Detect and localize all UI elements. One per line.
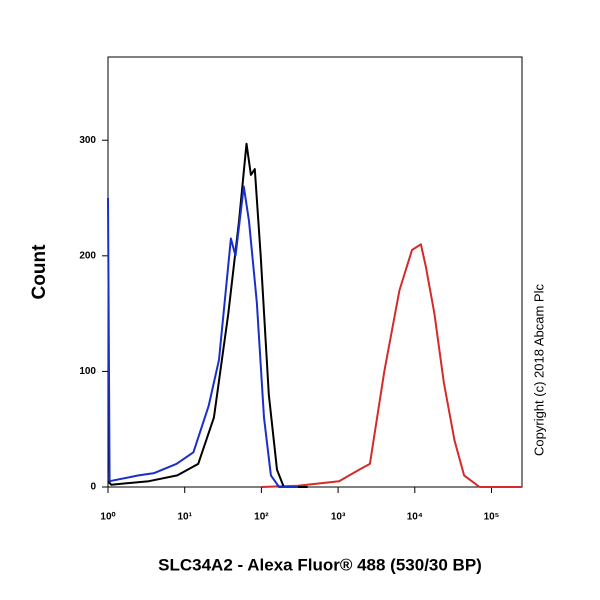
x-tick-label: 10³: [331, 512, 346, 523]
plot-frame: [107, 56, 523, 488]
histogram-line: [107, 185, 298, 488]
histogram-line: [107, 142, 308, 488]
y-axis-title: Count: [29, 244, 50, 300]
y-tick-label: 0: [90, 482, 96, 493]
histogram-line: [261, 243, 522, 488]
x-axis-title: SLC34A2 - Alexa Fluor® 488 (530/30 BP): [158, 555, 482, 574]
x-tick-label: 10⁵: [484, 512, 500, 523]
y-tick-label: 100: [79, 366, 96, 377]
x-tick-label: 10²: [254, 512, 269, 523]
y-tick-label: 200: [79, 250, 96, 261]
x-tick-label: 10⁴: [407, 512, 423, 523]
x-tick-label: 10¹: [177, 512, 192, 523]
y-tick-label: 300: [79, 135, 96, 146]
x-tick-label: 10⁰: [100, 512, 115, 523]
copyright: Copyright (c) 2018 Abcam Plc: [531, 284, 546, 456]
